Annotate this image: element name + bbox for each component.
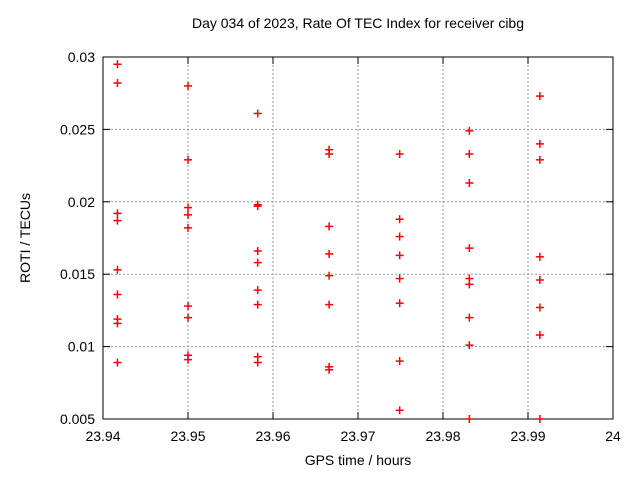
plot-border [102,56,614,420]
y-axis-label: ROTI / TECUs [17,193,33,283]
x-tick-label: 23.96 [255,428,290,444]
y-tick-label: 0.01 [68,339,95,355]
x-tick-label: 23.99 [510,428,545,444]
chart-title: Day 034 of 2023, Rate Of TEC Index for r… [191,15,525,31]
y-tick-label: 0.03 [68,49,95,65]
y-tick-label: 0.02 [68,194,95,210]
x-tick-label: 23.97 [340,428,375,444]
x-tick-label: 23.98 [425,428,460,444]
x-tick-label: 24 [605,428,621,444]
x-axis-label: GPS time / hours [304,452,412,468]
y-tick-label: 0.025 [60,121,95,137]
y-tick-label: 0.005 [60,411,95,427]
x-tick-label: 23.95 [170,428,205,444]
y-tick-label: 0.015 [60,266,95,282]
x-tick-label: 23.94 [85,428,120,444]
